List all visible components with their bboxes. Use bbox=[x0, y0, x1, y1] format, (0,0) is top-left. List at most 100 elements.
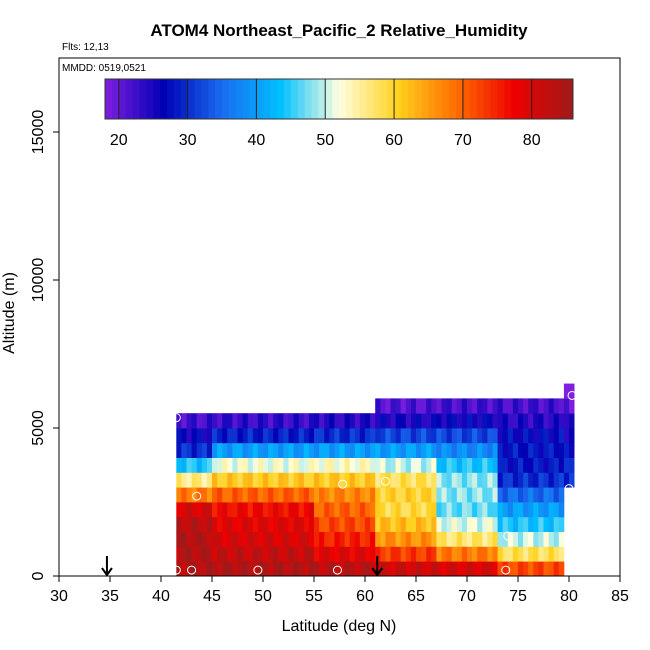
heatmap-cell bbox=[436, 502, 442, 518]
heatmap-cell bbox=[451, 516, 458, 532]
heatmap-cell bbox=[283, 546, 289, 562]
heatmap-cell bbox=[487, 487, 493, 503]
heatmap-cell bbox=[293, 428, 300, 444]
heatmap-cell bbox=[528, 457, 534, 473]
heatmap-cell bbox=[390, 398, 396, 414]
heatmap-cell bbox=[436, 516, 442, 532]
heatmap-cell bbox=[558, 428, 565, 444]
heatmap-cell bbox=[533, 442, 539, 458]
heatmap-cell bbox=[257, 487, 264, 503]
sample-point bbox=[338, 479, 348, 489]
heatmap-cell bbox=[569, 457, 575, 473]
colorbar-segment bbox=[180, 79, 188, 119]
heatmap-cell bbox=[553, 428, 560, 444]
heatmap-cell bbox=[467, 398, 473, 414]
heatmap-cell bbox=[487, 531, 493, 547]
heatmap-cell bbox=[365, 531, 371, 547]
colorbar: 20 30 40 50 60 70 80 bbox=[104, 78, 574, 149]
heatmap-cell bbox=[528, 546, 534, 562]
heatmap-cell bbox=[354, 546, 361, 562]
heatmap-cell bbox=[263, 516, 269, 532]
heatmap-cell bbox=[268, 546, 274, 562]
x-tick-label: 40 bbox=[152, 588, 170, 605]
heatmap-cell bbox=[298, 428, 305, 444]
heatmap-cell bbox=[461, 516, 468, 532]
heatmap-cell bbox=[441, 428, 447, 444]
heatmap-cell bbox=[329, 472, 335, 488]
heatmap-cell bbox=[528, 561, 534, 577]
heatmap-cell bbox=[217, 428, 223, 444]
heatmap-cell bbox=[319, 561, 325, 577]
heatmap-cell bbox=[385, 502, 391, 518]
heatmap-cell bbox=[344, 487, 351, 503]
sample-point bbox=[171, 413, 181, 423]
heatmap-cell bbox=[375, 516, 381, 532]
heatmap-cell bbox=[242, 546, 249, 562]
heatmap-cell bbox=[201, 487, 208, 503]
heatmap-cell bbox=[186, 502, 192, 518]
heatmap-cell bbox=[477, 531, 483, 547]
heatmap-cell bbox=[461, 502, 468, 518]
heatmap-cell bbox=[257, 413, 264, 429]
heatmap-cell bbox=[181, 472, 187, 488]
heatmap-cell bbox=[553, 546, 560, 562]
heatmap-cell bbox=[349, 546, 356, 562]
heatmap-cell bbox=[257, 546, 264, 562]
heatmap-cell bbox=[278, 531, 284, 547]
heatmap-cell bbox=[538, 457, 544, 473]
heatmap-cell bbox=[375, 428, 381, 444]
heatmap-cell bbox=[206, 502, 213, 518]
x-axis-label: Latitude (deg N) bbox=[282, 618, 397, 635]
heatmap-cell bbox=[349, 413, 356, 429]
heatmap-cell bbox=[400, 531, 407, 547]
heatmap-cell bbox=[339, 428, 345, 444]
heatmap-cell bbox=[410, 398, 417, 414]
heatmap-cell bbox=[278, 561, 284, 577]
heatmap-cell bbox=[390, 472, 396, 488]
heatmap-cell bbox=[186, 546, 192, 562]
heatmap-cell bbox=[446, 561, 453, 577]
heatmap-cell bbox=[303, 472, 310, 488]
y-tick-label: 10000 bbox=[30, 258, 47, 303]
heatmap-cell bbox=[181, 428, 187, 444]
colorbar-segment bbox=[105, 79, 113, 119]
heatmap-cell bbox=[528, 516, 534, 532]
heatmap-cell bbox=[400, 502, 407, 518]
heatmap-cell bbox=[196, 457, 203, 473]
heatmap-cell bbox=[314, 472, 320, 488]
heatmap-cell bbox=[293, 442, 300, 458]
heatmap-cell bbox=[492, 457, 498, 473]
heatmap-cell bbox=[298, 457, 305, 473]
heatmap-cell bbox=[227, 502, 233, 518]
heatmap-cell bbox=[308, 531, 315, 547]
heatmap-cell bbox=[492, 442, 498, 458]
heatmap-cell bbox=[548, 546, 555, 562]
heatmap-cell bbox=[319, 472, 325, 488]
heatmap-cell bbox=[222, 516, 228, 532]
heatmap-cell bbox=[431, 546, 437, 562]
heatmap-cell bbox=[563, 457, 570, 473]
heatmap-cell bbox=[431, 516, 437, 532]
heatmap-cell bbox=[201, 546, 208, 562]
heatmap-cell bbox=[528, 413, 534, 429]
heatmap-cell bbox=[365, 413, 371, 429]
heatmap-cell bbox=[263, 561, 269, 577]
heatmap-cell bbox=[523, 472, 529, 488]
heatmap-cell bbox=[212, 428, 218, 444]
colorbar-segment bbox=[531, 79, 539, 119]
heatmap-cell bbox=[288, 561, 294, 577]
colorbar-segment bbox=[456, 79, 464, 119]
heatmap-cell bbox=[242, 472, 249, 488]
heatmap-cell bbox=[507, 516, 514, 532]
heatmap-cell bbox=[426, 442, 432, 458]
heatmap-cell bbox=[543, 502, 549, 518]
heatmap-cell bbox=[181, 546, 187, 562]
heatmap-cell bbox=[416, 457, 422, 473]
x-tick-label: 35 bbox=[101, 588, 119, 605]
heatmap-cell bbox=[237, 546, 243, 562]
heatmap-cell bbox=[354, 428, 361, 444]
heatmap-cell bbox=[252, 531, 259, 547]
heatmap-cell bbox=[385, 531, 391, 547]
colorbar-segment bbox=[476, 79, 484, 119]
